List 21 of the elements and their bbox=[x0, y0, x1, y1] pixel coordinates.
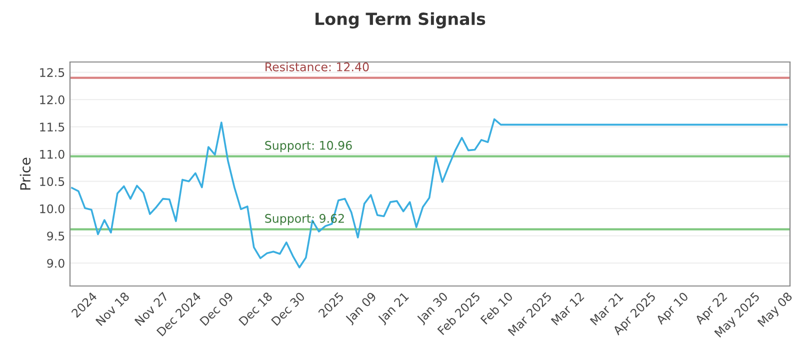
y-tick-label: 10.5 bbox=[40, 177, 64, 186]
x-tick-label: Feb 10 bbox=[480, 291, 514, 325]
chart-title: Long Term Signals bbox=[316, 12, 486, 29]
line-series bbox=[71, 118, 788, 268]
x-tick-label: Apr 10 bbox=[655, 292, 690, 327]
y-tick-label: 9.0 bbox=[47, 258, 64, 268]
x-tick-label: Mar 12 bbox=[550, 292, 584, 326]
x-tick-label: Nov 18 bbox=[95, 292, 130, 326]
y-axis-title: Price bbox=[20, 158, 31, 190]
y-tick-label: 12.0 bbox=[40, 95, 64, 104]
ref-line-label: Resistance: 12.40 bbox=[266, 62, 369, 72]
y-tick-label: 12.5 bbox=[40, 68, 64, 78]
x-tick-label: Jan 21 bbox=[376, 292, 411, 326]
ref-line-label: Support: 10.96 bbox=[265, 140, 352, 152]
x-tick-label: Jan 09 bbox=[344, 292, 378, 326]
y-tick-label: 10.0 bbox=[40, 204, 64, 214]
x-tick-label: Dec 30 bbox=[270, 292, 306, 326]
y-tick-label: 11.5 bbox=[40, 122, 64, 132]
y-tick-label: 9.5 bbox=[47, 232, 64, 241]
y-tick-label: 11.0 bbox=[40, 150, 64, 159]
x-tick-label: Dec 09 bbox=[199, 292, 234, 326]
